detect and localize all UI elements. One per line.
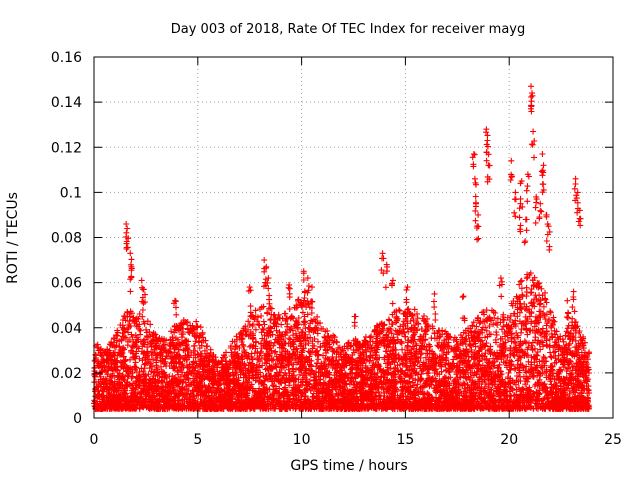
data-point xyxy=(324,355,331,362)
data-point xyxy=(322,335,328,341)
data-point xyxy=(256,322,263,329)
data-points xyxy=(91,83,593,412)
data-point xyxy=(204,343,211,349)
data-point xyxy=(135,345,142,352)
data-point xyxy=(532,334,539,341)
data-point xyxy=(468,329,475,336)
data-point xyxy=(282,384,288,391)
data-point xyxy=(396,306,402,313)
data-point xyxy=(530,282,537,289)
data-point xyxy=(570,334,577,341)
data-point xyxy=(203,343,210,350)
data-point xyxy=(478,352,485,359)
data-point xyxy=(125,329,132,336)
data-point xyxy=(547,309,554,316)
data-point xyxy=(143,326,149,333)
data-point xyxy=(528,342,535,349)
data-point xyxy=(240,343,247,350)
data-point xyxy=(483,327,490,334)
data-point xyxy=(259,325,266,332)
data-point xyxy=(193,318,200,325)
data-point xyxy=(116,343,123,350)
data-point xyxy=(126,318,133,325)
data-point xyxy=(499,326,505,333)
data-point xyxy=(132,359,139,366)
data-point xyxy=(507,367,514,373)
data-point xyxy=(186,329,193,336)
data-point xyxy=(540,303,547,310)
data-point xyxy=(295,315,302,321)
data-point xyxy=(136,311,143,317)
data-point xyxy=(563,328,570,335)
data-point xyxy=(301,313,308,320)
data-point xyxy=(261,332,268,339)
data-point xyxy=(147,321,154,328)
data-point xyxy=(252,326,259,333)
data-point xyxy=(500,323,507,330)
data-point xyxy=(560,338,567,345)
data-point xyxy=(405,367,411,374)
data-point xyxy=(418,326,425,332)
data-point xyxy=(523,339,529,346)
data-point xyxy=(527,290,534,296)
data-point xyxy=(436,371,443,378)
data-point xyxy=(271,339,278,346)
data-point xyxy=(289,365,296,372)
data-point xyxy=(518,285,525,292)
